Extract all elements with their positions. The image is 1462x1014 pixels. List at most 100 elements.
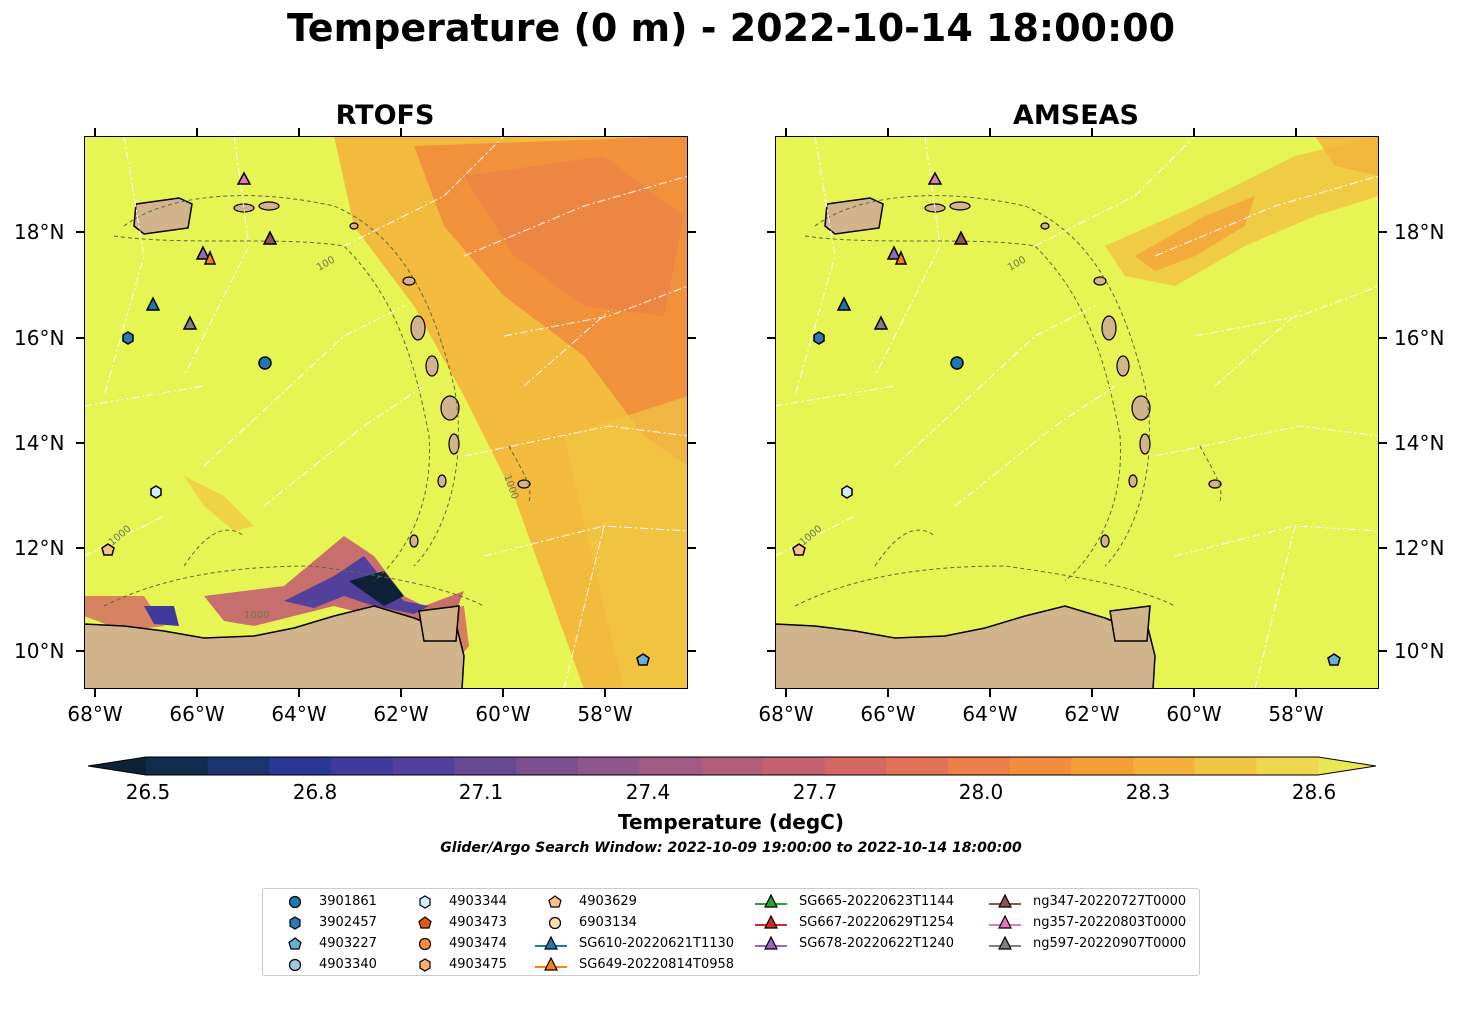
marker-3902457[interactable]	[122, 331, 134, 345]
legend-item-label: ng357-20220803T0000	[1033, 915, 1187, 930]
legend-item-label: 4903629	[579, 894, 637, 909]
legend-item-label: ng597-20220907T0000	[1033, 936, 1187, 951]
colorbar-tick: 27.1	[458, 780, 504, 804]
lon-label: 64°W	[271, 702, 327, 726]
legend-item-label: 4903474	[449, 936, 507, 951]
legend-item-label: 4903227	[319, 936, 377, 951]
pentagon-marker-icon	[288, 937, 302, 950]
colorbar-segment	[146, 757, 209, 775]
contour-label: 1000	[244, 610, 269, 621]
colorbar-tick: 27.7	[792, 780, 838, 804]
lon-label: 62°W	[1064, 702, 1120, 726]
lon-label: 68°W	[67, 702, 123, 726]
triangle-marker-icon	[989, 914, 1021, 929]
legend-item-label: 4903475	[449, 957, 507, 972]
hexagon-marker-icon	[419, 958, 431, 972]
marker-sg678[interactable]	[886, 245, 902, 260]
colorbar-segment	[1256, 757, 1319, 775]
marker-ng597[interactable]	[182, 315, 198, 330]
colorbar-extend-high	[1318, 757, 1376, 775]
marker-4903227[interactable]	[636, 653, 650, 666]
legend-item-label: 4903344	[449, 894, 507, 909]
colorbar-segment	[207, 757, 270, 775]
marker-4903227[interactable]	[1327, 653, 1341, 666]
lon-label: 68°W	[758, 702, 814, 726]
amseas-map: 100 1000	[775, 136, 1379, 689]
triangle-marker-icon	[989, 893, 1021, 908]
lat-label: 14°N	[14, 431, 65, 455]
hexagon-marker-icon	[289, 916, 301, 930]
colorbar-segment	[1071, 757, 1134, 775]
legend-item-label: 6903134	[579, 915, 637, 930]
lat-label: 16°N	[1394, 326, 1445, 350]
marker-ng597[interactable]	[873, 315, 889, 330]
colorbar-tick: 28.6	[1291, 780, 1337, 804]
lon-label: 60°W	[475, 702, 531, 726]
marker-sg649[interactable]	[894, 250, 908, 265]
lesser-antilles-islands	[233, 201, 531, 548]
colorbar-segment	[269, 757, 332, 775]
legend: 3901861 3902457 4903227 4903340 4903344 49034…	[262, 888, 1200, 976]
lat-label: 18°N	[14, 220, 65, 244]
triangle-marker-icon	[755, 935, 787, 950]
marker-sg610[interactable]	[145, 296, 161, 311]
marker-3901861[interactable]	[258, 356, 272, 370]
lat-label: 10°N	[14, 639, 65, 663]
marker-4903629[interactable]	[101, 543, 115, 556]
observation-markers	[101, 171, 650, 666]
marker-ng357[interactable]	[236, 171, 252, 185]
marker-sg610[interactable]	[836, 296, 852, 311]
marker-4903629[interactable]	[792, 543, 806, 556]
marker-ng347[interactable]	[953, 230, 969, 245]
pentagon-marker-icon	[548, 895, 562, 908]
marker-4903344[interactable]	[150, 485, 162, 499]
south-america-land	[84, 605, 465, 689]
legend-item-label: SG665-20220623T1144	[799, 894, 955, 909]
marker-3902457[interactable]	[813, 331, 825, 345]
legend-item-label: SG649-20220814T0958	[579, 957, 735, 972]
colorbar-segment	[577, 757, 641, 775]
marker-3901861[interactable]	[950, 356, 964, 370]
circle-marker-icon	[288, 895, 302, 909]
colorbar-segment	[947, 757, 1011, 775]
colorbar-segment	[1009, 757, 1072, 775]
colorbar-segment	[886, 757, 949, 775]
colorbar-tick: 28.3	[1125, 780, 1171, 804]
marker-ng357[interactable]	[927, 171, 943, 185]
lat-label: 12°N	[1394, 536, 1445, 560]
triangle-marker-icon	[755, 914, 787, 929]
lon-label: 66°W	[860, 702, 916, 726]
map-frame	[775, 136, 1379, 689]
marker-ng347[interactable]	[262, 230, 278, 245]
panel-title-amseas: AMSEAS	[1013, 100, 1139, 131]
colorbar-label: Temperature (degC)	[618, 810, 844, 834]
bathymetry-contours	[794, 195, 1222, 607]
colorbar-tick: 26.8	[292, 780, 338, 804]
colorbar-segment	[331, 757, 394, 775]
puerto-rico-island	[824, 197, 884, 235]
marker-4903344[interactable]	[841, 485, 853, 499]
lon-label: 62°W	[373, 702, 429, 726]
marker-sg649[interactable]	[203, 250, 217, 265]
legend-item-label: 3901861	[319, 894, 377, 909]
colorbar-segment	[1194, 757, 1257, 775]
pentagon-marker-icon	[418, 916, 432, 929]
circle-marker-icon	[548, 916, 562, 930]
lesser-antilles-islands	[924, 201, 1222, 548]
legend-item-label: 4903340	[319, 957, 377, 972]
hexagon-marker-icon	[419, 895, 431, 909]
map-frame	[84, 136, 688, 689]
lon-label: 58°W	[1268, 702, 1324, 726]
lon-label: 64°W	[962, 702, 1018, 726]
circle-marker-icon	[288, 958, 302, 972]
colorbar-segment	[639, 757, 702, 775]
legend-item-label: 3902457	[319, 915, 377, 930]
colorbar-outline	[88, 756, 1376, 776]
eez-boundaries	[84, 136, 688, 689]
search-window-text: Glider/Argo Search Window: 2022-10-09 19…	[440, 840, 1022, 856]
colorbar	[88, 756, 1376, 776]
trinidad-island	[1109, 605, 1151, 642]
panel-title-rtofs: RTOFS	[335, 100, 435, 131]
marker-sg678[interactable]	[195, 245, 211, 260]
triangle-marker-icon	[535, 935, 567, 950]
